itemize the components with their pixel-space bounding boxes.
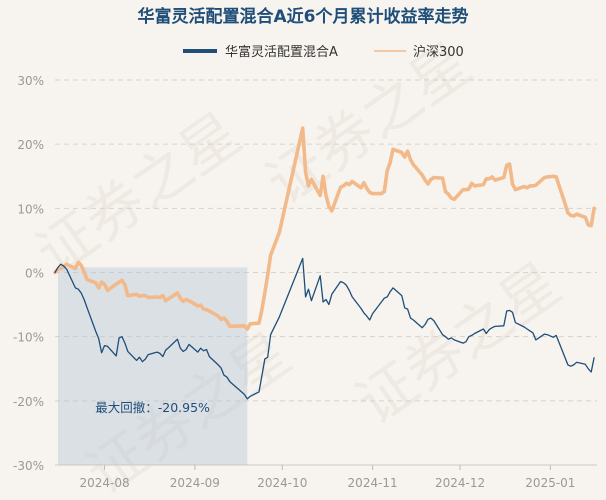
- x-tick-label: 2024-11: [348, 476, 398, 490]
- x-tick-label: 2024-12: [435, 476, 485, 490]
- grid: [55, 79, 597, 466]
- y-tick-label: 0%: [25, 267, 44, 281]
- legend-label-hs300: 沪深300: [413, 44, 464, 60]
- legend-label-fund: 华富灵活配置混合A: [225, 44, 338, 60]
- y-tick-label: -10%: [13, 331, 44, 345]
- x-tick-label: 2024-09: [170, 476, 220, 490]
- watermark-text: 证券之星: [24, 99, 253, 288]
- legend-item-hs300[interactable]: 沪深300: [374, 44, 464, 60]
- y-tick-label: 10%: [17, 202, 44, 216]
- watermark-text: 证券之星: [344, 249, 573, 438]
- annotation: 最大回撤：-20.95%: [95, 400, 210, 415]
- x-tick-label: 2024-08: [79, 476, 129, 490]
- legend: 华富灵活配置混合A 沪深300: [183, 44, 464, 60]
- series-layer: [53, 126, 596, 400]
- series-line-hs300: [53, 126, 596, 331]
- y-tick-label: -20%: [13, 395, 44, 409]
- y-tick-label: 30%: [17, 74, 44, 88]
- x-tick-label: 2025-01: [525, 476, 575, 490]
- y-tick-label: 20%: [17, 138, 44, 152]
- x-tick-label: 2024-10: [257, 476, 307, 490]
- drawdown-area: [57, 267, 248, 465]
- chart-title: 华富灵活配置混合A近6个月累计收益率走势: [138, 6, 469, 27]
- series-line-fund: [54, 257, 595, 400]
- y-tick-label: -30%: [13, 459, 44, 473]
- legend-item-fund[interactable]: 华富灵活配置混合A: [183, 44, 338, 60]
- y-axis: 30% 20% 10% 0% -10% -20% -30%: [13, 74, 44, 473]
- drawdown-region: [57, 267, 248, 465]
- x-axis: 2024-08 2024-09 2024-10 2024-11 2024-12 2025-…: [79, 465, 575, 490]
- drawdown-label: 最大回撤：-20.95%: [95, 400, 210, 415]
